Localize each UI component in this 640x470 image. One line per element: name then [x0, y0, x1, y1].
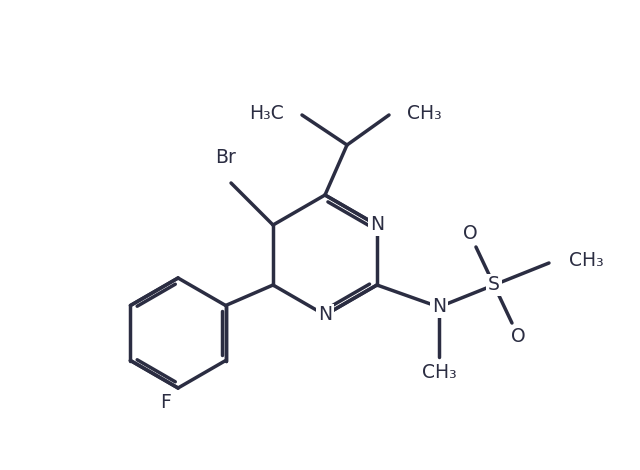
Text: CH₃: CH₃ [569, 251, 604, 271]
Text: H: H [268, 102, 282, 120]
Text: CH₃: CH₃ [422, 363, 456, 383]
Text: N: N [370, 216, 384, 235]
Text: O: O [463, 224, 477, 243]
Text: O: O [511, 328, 525, 346]
Text: N: N [318, 306, 332, 324]
Text: H₃C: H₃C [247, 102, 282, 120]
Text: Br: Br [216, 148, 236, 167]
Text: F: F [161, 392, 172, 412]
Text: S: S [488, 275, 500, 295]
Text: H₃C: H₃C [249, 103, 284, 123]
Text: CH₃: CH₃ [407, 103, 442, 123]
Text: N: N [432, 298, 446, 316]
